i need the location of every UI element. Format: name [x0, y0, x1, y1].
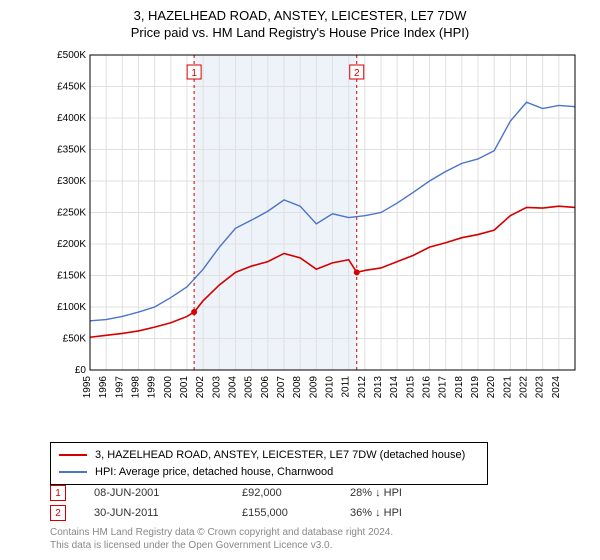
marker-table: 1 08-JUN-2001 £92,000 28% ↓ HPI 2 30-JUN… — [50, 485, 430, 525]
svg-text:2009: 2009 — [308, 376, 319, 399]
svg-text:1995: 1995 — [82, 376, 93, 399]
svg-text:£300K: £300K — [57, 176, 86, 187]
marker-delta: 28% ↓ HPI — [350, 487, 430, 499]
svg-text:2008: 2008 — [292, 376, 303, 399]
legend: 3, HAZELHEAD ROAD, ANSTEY, LEICESTER, LE… — [50, 442, 488, 485]
legend-label: HPI: Average price, detached house, Char… — [95, 464, 333, 481]
svg-text:£50K: £50K — [63, 334, 87, 345]
svg-text:2021: 2021 — [502, 376, 513, 399]
svg-text:£0: £0 — [75, 365, 87, 376]
svg-text:£200K: £200K — [57, 239, 86, 250]
svg-text:2017: 2017 — [438, 376, 449, 399]
svg-text:2002: 2002 — [195, 376, 206, 399]
line-chart: £0 £50K £100K £150K £200K £250K £300K £350K £400… — [50, 50, 580, 420]
svg-text:2006: 2006 — [260, 376, 271, 399]
svg-text:£150K: £150K — [57, 271, 86, 282]
svg-text:2003: 2003 — [211, 376, 222, 399]
svg-text:2019: 2019 — [470, 376, 481, 399]
svg-text:2020: 2020 — [486, 376, 497, 399]
footer-line-2: This data is licensed under the Open Gov… — [50, 539, 393, 552]
legend-row: 3, HAZELHEAD ROAD, ANSTEY, LEICESTER, LE… — [59, 447, 479, 464]
marker-price: £155,000 — [242, 507, 322, 519]
legend-row: HPI: Average price, detached house, Char… — [59, 464, 479, 481]
svg-text:£450K: £450K — [57, 82, 86, 93]
svg-text:2018: 2018 — [454, 376, 465, 399]
legend-swatch — [59, 454, 87, 456]
legend-label: 3, HAZELHEAD ROAD, ANSTEY, LEICESTER, LE… — [95, 447, 465, 464]
svg-text:1997: 1997 — [114, 376, 125, 399]
svg-text:2011: 2011 — [341, 376, 352, 398]
title-line-2: Price paid vs. HM Land Registry's House … — [0, 25, 600, 40]
svg-text:1998: 1998 — [131, 376, 142, 399]
marker-price: £92,000 — [242, 487, 322, 499]
svg-text:2014: 2014 — [389, 376, 400, 399]
svg-text:2004: 2004 — [228, 376, 239, 399]
svg-text:2016: 2016 — [422, 376, 433, 399]
svg-text:1: 1 — [191, 68, 197, 79]
chart-container: 3, HAZELHEAD ROAD, ANSTEY, LEICESTER, LE… — [0, 0, 600, 560]
marker-badge: 1 — [50, 485, 66, 501]
svg-text:2024: 2024 — [551, 376, 562, 399]
svg-text:2010: 2010 — [325, 376, 336, 399]
svg-text:£250K: £250K — [57, 208, 86, 219]
svg-text:2023: 2023 — [535, 376, 546, 399]
legend-swatch — [59, 471, 87, 473]
svg-text:1999: 1999 — [147, 376, 158, 399]
title-line-1: 3, HAZELHEAD ROAD, ANSTEY, LEICESTER, LE… — [0, 8, 600, 23]
svg-text:1996: 1996 — [98, 376, 109, 399]
svg-text:2: 2 — [354, 68, 360, 79]
marker-date: 30-JUN-2011 — [94, 507, 214, 519]
svg-text:£400K: £400K — [57, 113, 86, 124]
svg-text:2005: 2005 — [244, 376, 255, 399]
marker-table-row: 2 30-JUN-2011 £155,000 36% ↓ HPI — [50, 505, 430, 521]
svg-text:2013: 2013 — [373, 376, 384, 399]
svg-text:£350K: £350K — [57, 145, 86, 156]
marker-table-row: 1 08-JUN-2001 £92,000 28% ↓ HPI — [50, 485, 430, 501]
svg-text:2007: 2007 — [276, 376, 287, 399]
title-block: 3, HAZELHEAD ROAD, ANSTEY, LEICESTER, LE… — [0, 0, 600, 40]
svg-text:2015: 2015 — [405, 376, 416, 399]
svg-text:£100K: £100K — [57, 302, 86, 313]
svg-text:2022: 2022 — [519, 376, 530, 399]
svg-text:2012: 2012 — [357, 376, 368, 399]
marker-date: 08-JUN-2001 — [94, 487, 214, 499]
svg-text:2001: 2001 — [179, 376, 190, 399]
svg-text:2000: 2000 — [163, 376, 174, 399]
footer: Contains HM Land Registry data © Crown c… — [50, 526, 393, 552]
footer-line-1: Contains HM Land Registry data © Crown c… — [50, 526, 393, 539]
marker-badge: 2 — [50, 505, 66, 521]
marker-delta: 36% ↓ HPI — [350, 507, 430, 519]
svg-text:£500K: £500K — [57, 50, 86, 61]
